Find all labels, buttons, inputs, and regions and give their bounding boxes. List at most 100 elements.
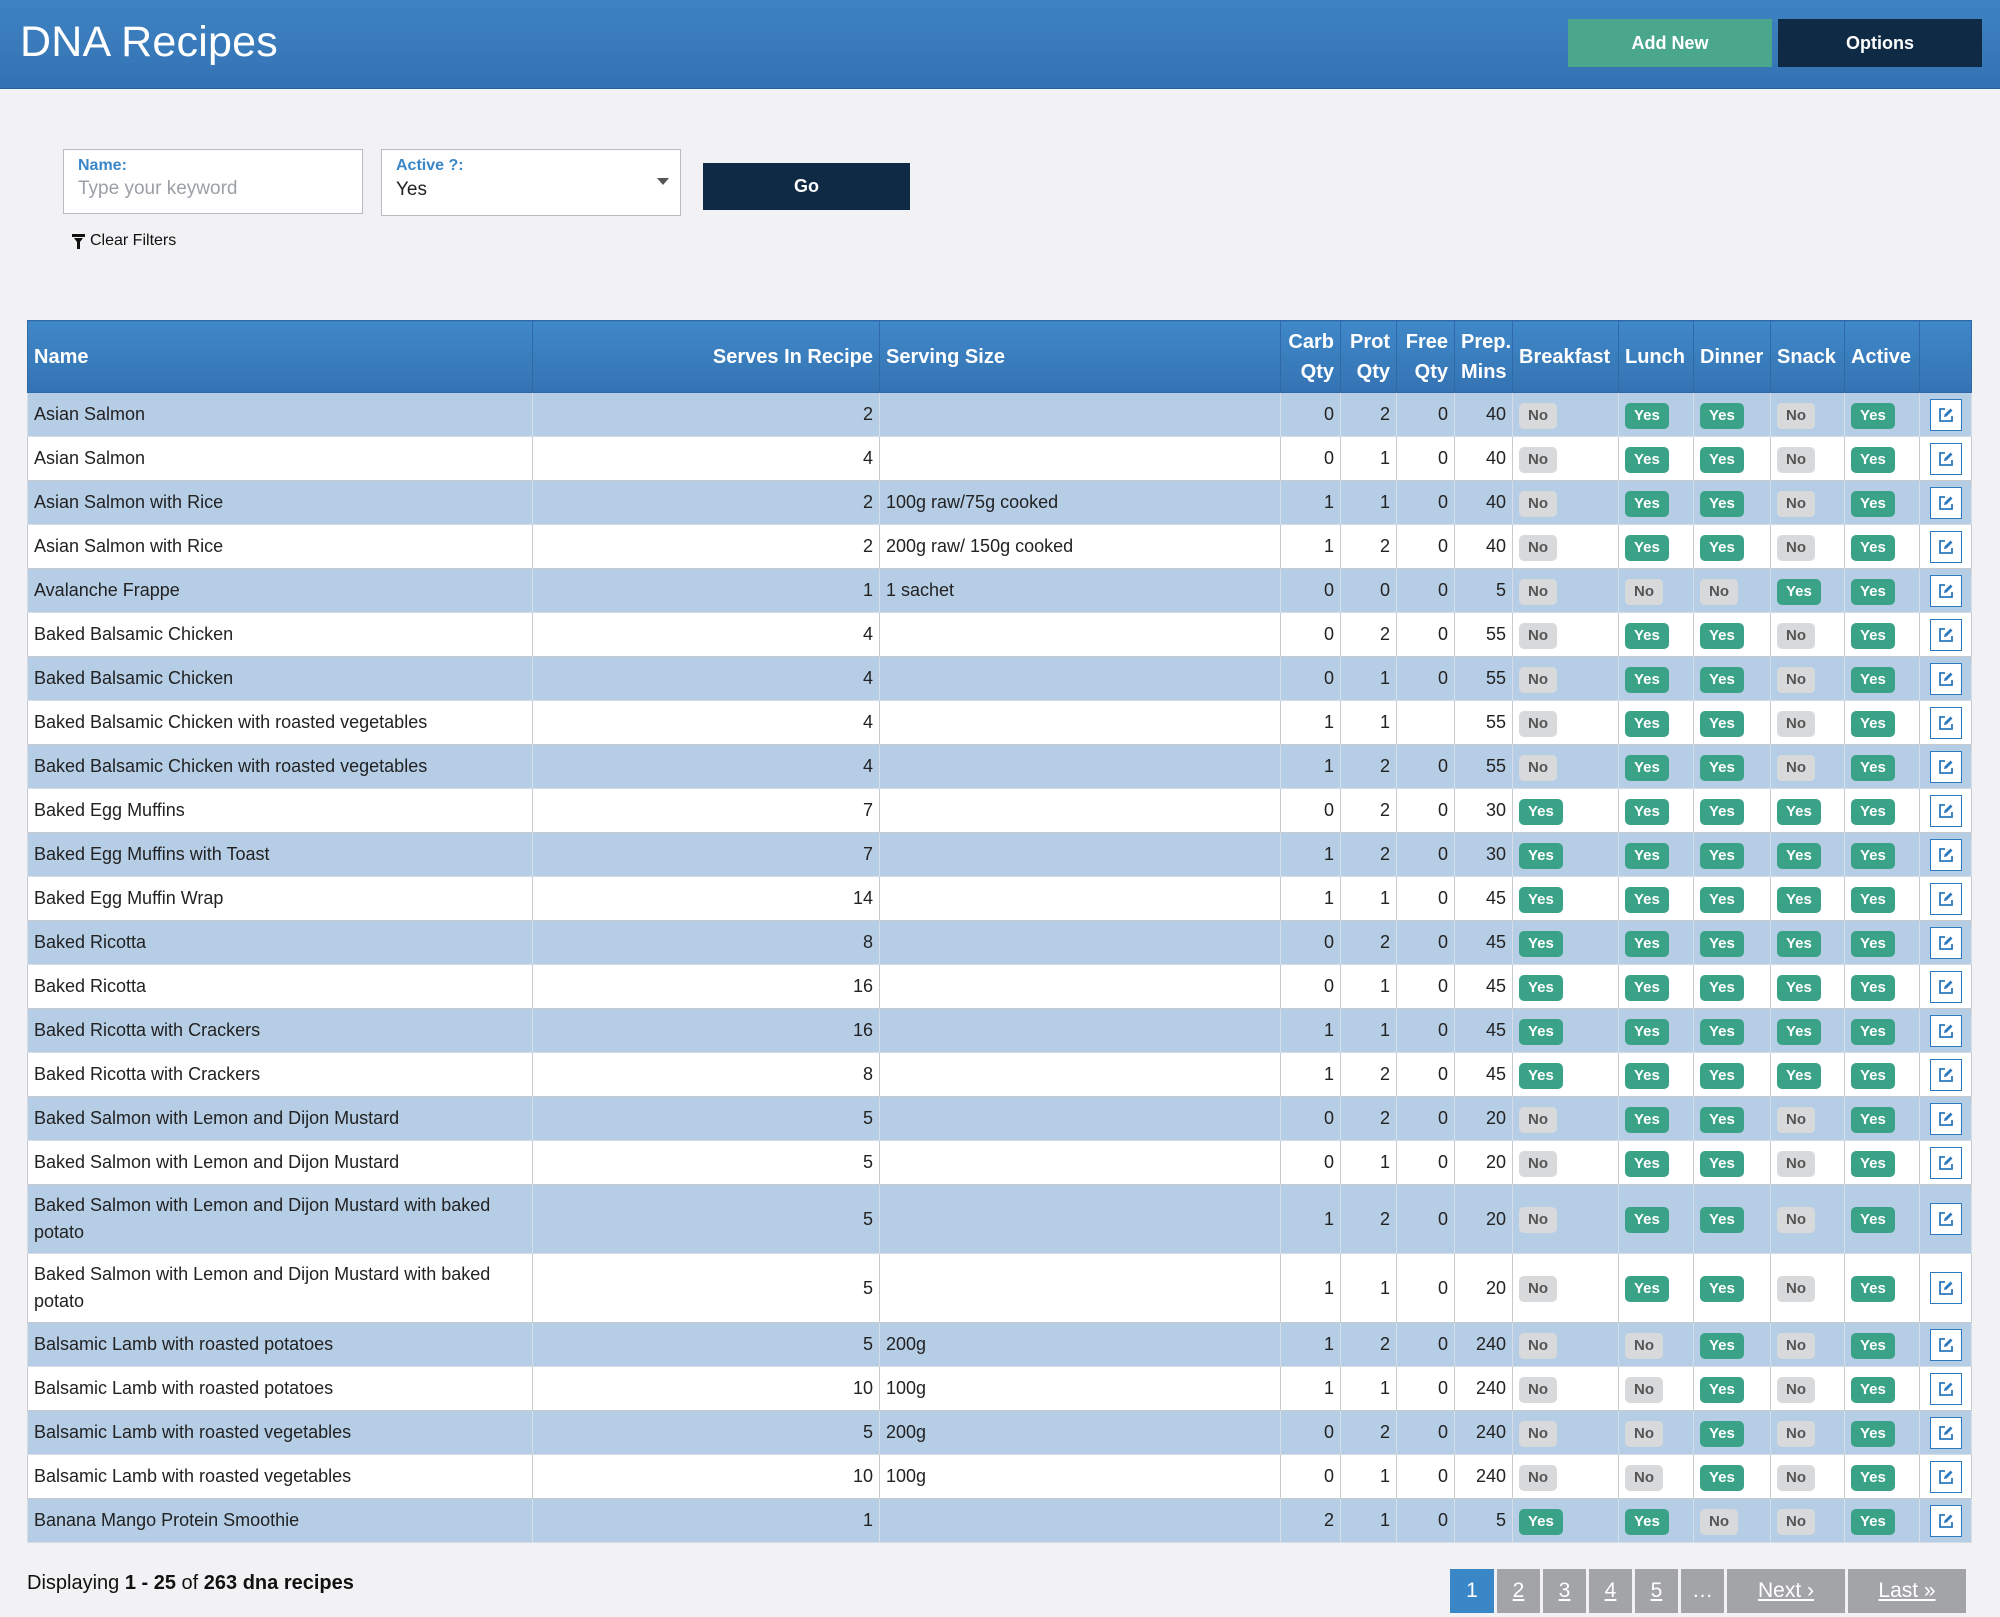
table-row[interactable]: Asian Salmon 4 0 1 0 40 No Yes Yes No Yes bbox=[27, 436, 1972, 481]
edit-button[interactable] bbox=[1929, 1014, 1962, 1047]
edit-button[interactable] bbox=[1929, 882, 1962, 915]
column-header-prep-mins[interactable]: Prep. Mins bbox=[1454, 320, 1513, 393]
column-header-snack[interactable]: Snack bbox=[1770, 320, 1845, 393]
table-row[interactable]: Asian Salmon with Rice 2 100g raw/75g cook… bbox=[27, 480, 1972, 525]
table-row[interactable]: Baked Egg Muffins 7 0 2 0 30 Yes Yes Yes Yes Yes bbox=[27, 788, 1972, 833]
edit-button[interactable] bbox=[1929, 1504, 1962, 1537]
edit-button[interactable] bbox=[1929, 706, 1962, 739]
actions-cell bbox=[1919, 1322, 1972, 1367]
actions-cell bbox=[1919, 1253, 1972, 1323]
serving-size-cell bbox=[879, 964, 1281, 1009]
table-row[interactable]: Baked Balsamic Chicken 4 0 2 0 55 No Yes Yes No Ye… bbox=[27, 612, 1972, 657]
table-row[interactable]: Baked Egg Muffins with Toast 7 1 2 0 30 Yes Yes… bbox=[27, 832, 1972, 877]
edit-button[interactable] bbox=[1929, 1372, 1962, 1405]
edit-button[interactable] bbox=[1929, 530, 1962, 563]
edit-button[interactable] bbox=[1929, 1460, 1962, 1493]
dinner-status-badge: Yes bbox=[1700, 1376, 1744, 1403]
page-5-button[interactable]: 5 bbox=[1635, 1569, 1678, 1613]
column-header-serving-size[interactable]: Serving Size bbox=[879, 320, 1281, 393]
breakfast-cell: No bbox=[1512, 480, 1619, 525]
dinner-status-badge: Yes bbox=[1700, 710, 1744, 737]
column-header-free-qty[interactable]: Free Qty bbox=[1396, 320, 1455, 393]
column-header-carb-qty[interactable]: Carb Qty bbox=[1280, 320, 1341, 393]
edit-button[interactable] bbox=[1929, 1146, 1962, 1179]
last-page-button[interactable]: Last » bbox=[1848, 1569, 1966, 1613]
table-row[interactable]: Baked Salmon with Lemon and Dijon Mustar… bbox=[27, 1140, 1972, 1185]
table-row[interactable]: Balsamic Lamb with roasted vegetables 10 1… bbox=[27, 1454, 1972, 1499]
table-row[interactable]: Baked Salmon with Lemon and Dijon Mustar… bbox=[27, 1253, 1972, 1323]
table-row[interactable]: Baked Egg Muffin Wrap 14 1 1 0 45 Yes Yes Yes Yes… bbox=[27, 876, 1972, 921]
table-row[interactable]: Baked Balsamic Chicken with roasted vege… bbox=[27, 744, 1972, 789]
go-button[interactable]: Go bbox=[703, 163, 910, 210]
table-row[interactable]: Asian Salmon 2 0 2 0 40 No Yes Yes No Yes bbox=[27, 392, 1972, 437]
snack-cell: Yes bbox=[1770, 920, 1845, 965]
table-row[interactable]: Balsamic Lamb with roasted potatoes 10 100… bbox=[27, 1366, 1972, 1411]
edit-button[interactable] bbox=[1929, 1058, 1962, 1091]
carb-qty-cell: 1 bbox=[1280, 1008, 1341, 1053]
table-row[interactable]: Baked Balsamic Chicken 4 0 1 0 55 No Yes Yes No Ye… bbox=[27, 656, 1972, 701]
column-header-name[interactable]: Name bbox=[27, 320, 533, 393]
table-row[interactable]: Balsamic Lamb with roasted potatoes 5 200g… bbox=[27, 1322, 1972, 1367]
active-cell: Yes bbox=[1844, 1052, 1920, 1097]
table-row[interactable]: Avalanche Frappe 1 1 sachet 0 0 0 5 No No No Yes Ye… bbox=[27, 568, 1972, 613]
edit-button[interactable] bbox=[1929, 1328, 1962, 1361]
recipe-name-cell: Baked Salmon with Lemon and Dijon Mustar… bbox=[27, 1140, 533, 1185]
page-1-button[interactable]: 1 bbox=[1450, 1569, 1494, 1613]
page-2-button[interactable]: 2 bbox=[1497, 1569, 1540, 1613]
column-header-lunch[interactable]: Lunch bbox=[1618, 320, 1694, 393]
table-row[interactable]: Baked Balsamic Chicken with roasted vege… bbox=[27, 700, 1972, 745]
actions-cell bbox=[1919, 1184, 1972, 1254]
column-header-serves[interactable]: Serves In Recipe bbox=[532, 320, 880, 393]
edit-button[interactable] bbox=[1929, 838, 1962, 871]
page-4-button[interactable]: 4 bbox=[1589, 1569, 1632, 1613]
active-status-badge: Yes bbox=[1851, 622, 1895, 649]
edit-button[interactable] bbox=[1929, 618, 1962, 651]
edit-button[interactable] bbox=[1929, 1102, 1962, 1135]
edit-icon bbox=[1938, 451, 1953, 466]
edit-button[interactable] bbox=[1929, 1203, 1962, 1235]
active-cell: Yes bbox=[1844, 1184, 1920, 1254]
breakfast-status-badge: No bbox=[1519, 1332, 1557, 1359]
edit-button[interactable] bbox=[1929, 442, 1962, 475]
edit-button[interactable] bbox=[1929, 750, 1962, 783]
table-row[interactable]: Balsamic Lamb with roasted vegetables 5 20… bbox=[27, 1410, 1972, 1455]
active-cell: Yes bbox=[1844, 1008, 1920, 1053]
options-button[interactable]: Options bbox=[1778, 19, 1982, 67]
page-3-button[interactable]: 3 bbox=[1543, 1569, 1586, 1613]
edit-button[interactable] bbox=[1929, 662, 1962, 695]
actions-cell bbox=[1919, 964, 1972, 1009]
edit-button[interactable] bbox=[1929, 926, 1962, 959]
table-row[interactable]: Baked Ricotta with Crackers 16 1 1 0 45 Yes Yes… bbox=[27, 1008, 1972, 1053]
active-status-badge: Yes bbox=[1851, 1376, 1895, 1403]
next-page-button[interactable]: Next › bbox=[1727, 1569, 1845, 1613]
breakfast-status-badge: Yes bbox=[1519, 974, 1563, 1001]
edit-button[interactable] bbox=[1929, 794, 1962, 827]
edit-button[interactable] bbox=[1929, 486, 1962, 519]
breakfast-status-badge: No bbox=[1519, 1464, 1557, 1491]
actions-cell bbox=[1919, 1140, 1972, 1185]
table-row[interactable]: Baked Ricotta 16 0 1 0 45 Yes Yes Yes Yes Yes bbox=[27, 964, 1972, 1009]
column-header-active[interactable]: Active bbox=[1844, 320, 1920, 393]
add-new-button[interactable]: Add New bbox=[1568, 19, 1772, 67]
serves-cell: 14 bbox=[532, 876, 880, 921]
column-header-prot-qty[interactable]: Prot Qty bbox=[1340, 320, 1397, 393]
edit-button[interactable] bbox=[1929, 1272, 1962, 1304]
column-header-dinner[interactable]: Dinner bbox=[1693, 320, 1771, 393]
name-filter[interactable]: Name: bbox=[63, 149, 363, 214]
table-row[interactable]: Baked Ricotta with Crackers 8 1 2 0 45 Yes Yes Y… bbox=[27, 1052, 1972, 1097]
clear-filters-link[interactable]: Clear Filters bbox=[72, 232, 176, 250]
table-row[interactable]: Baked Salmon with Lemon and Dijon Mustar… bbox=[27, 1096, 1972, 1141]
dinner-cell: No bbox=[1693, 1498, 1771, 1543]
edit-button[interactable] bbox=[1929, 398, 1962, 431]
carb-qty-cell: 1 bbox=[1280, 1253, 1341, 1323]
edit-button[interactable] bbox=[1929, 574, 1962, 607]
table-row[interactable]: Asian Salmon with Rice 2 200g raw/ 150g co… bbox=[27, 524, 1972, 569]
table-row[interactable]: Baked Ricotta 8 0 2 0 45 Yes Yes Yes Yes Yes bbox=[27, 920, 1972, 965]
table-row[interactable]: Baked Salmon with Lemon and Dijon Mustar… bbox=[27, 1184, 1972, 1254]
name-search-input[interactable] bbox=[78, 178, 348, 200]
column-header-breakfast[interactable]: Breakfast bbox=[1512, 320, 1619, 393]
table-row[interactable]: Banana Mango Protein Smoothie 1 2 1 0 5 Yes Yes… bbox=[27, 1498, 1972, 1543]
active-filter-select[interactable]: Active ?: Yes bbox=[381, 149, 681, 216]
edit-button[interactable] bbox=[1929, 1416, 1962, 1449]
edit-button[interactable] bbox=[1929, 970, 1962, 1003]
